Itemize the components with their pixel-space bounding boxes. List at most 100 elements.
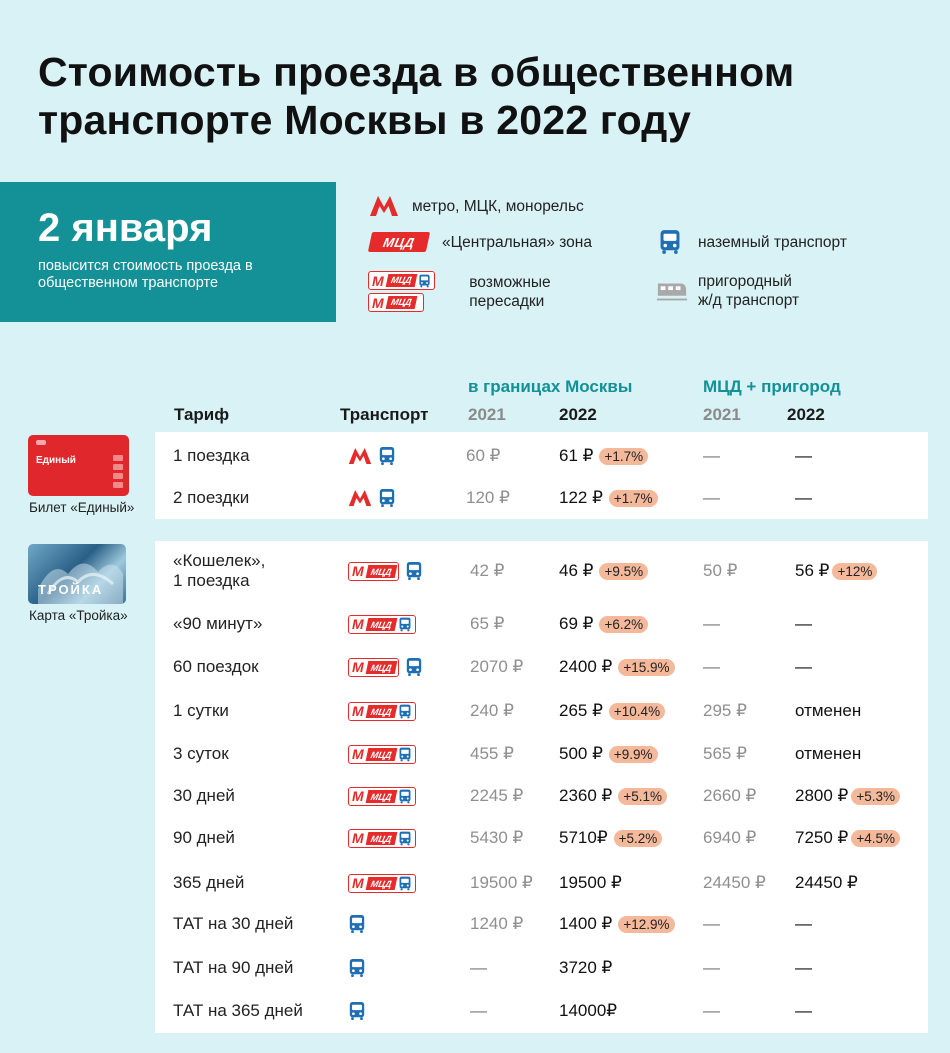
price-2022-moscow-cell: 122 ₽ +1.7% [559, 488, 658, 508]
price-2021-moscow: — [470, 1001, 487, 1020]
price-2022-mcd-cell: отменен [795, 701, 861, 721]
price-2022-mcd: — [795, 488, 812, 507]
table-row: 1 поездка 60 ₽ 61 ₽ +1.7% — — [0, 441, 950, 471]
mcd-mini-badge: МЦД [365, 564, 397, 578]
metro-icon [348, 488, 372, 508]
price-2022-mcd: — [795, 446, 812, 465]
increase-badge: +5.2% [613, 830, 663, 847]
price-2022-mcd-cell: — [795, 657, 812, 677]
card-edinyi-text: Единый [36, 455, 76, 466]
header-tariff: Тариф [174, 405, 230, 424]
price-2022-moscow-cell: 1400 ₽ +12.9% [559, 914, 675, 934]
mcd-mini-badge: МЦД [365, 704, 397, 718]
mcd-mini-badge: МЦД [365, 660, 397, 674]
price-2022-moscow: 3720 ₽ [559, 958, 613, 977]
legend-suburban-label: пригородный ж/д транспорт [698, 273, 800, 309]
transport-icons: M МЦД [348, 701, 417, 721]
mcd-mini-badge: МЦД [385, 296, 417, 309]
table-row: ТАТ на 30 дней 1240 ₽ 1400 ₽ +12.9% — — [0, 909, 950, 939]
mcd-mini-badge: МЦД [365, 831, 397, 845]
price-2021-mcd: 295 ₽ [703, 701, 747, 720]
legend-ground-label: наземный транспорт [698, 233, 847, 251]
header-moscow: в границах Москвы [468, 377, 633, 396]
table-row: 30 дней M МЦД 2245 ₽ 2360 ₽ +5.1% 2660 ₽ 2800 ₽… [0, 781, 950, 811]
price-2022-mcd: 7250 ₽ [795, 828, 849, 847]
train-icon [656, 279, 688, 303]
price-2022-moscow: 2400 ₽ [559, 657, 613, 676]
increase-badge: +5.1% [618, 788, 668, 805]
banner-date: 2 января [38, 206, 213, 250]
price-2022-moscow: 61 ₽ [559, 446, 594, 465]
transport-icons: M МЦД [348, 561, 423, 581]
bus-icon [348, 1001, 366, 1021]
card-troika-label: Карта «Тройка» [29, 608, 128, 623]
price-2021-mcd: — [703, 657, 720, 676]
transport-icons: M МЦД [348, 828, 417, 848]
combo-metro-mcd-bus-icon: M МЦД [348, 828, 417, 848]
price-2022-moscow-cell: 3720 ₽ [559, 958, 612, 978]
increase-badge: +1.7% [608, 490, 658, 507]
price-2021-mcd: — [703, 446, 720, 465]
table-row: 90 дней M МЦД 5430 ₽ 5710₽ +5.2% 6940 ₽ 7250 ₽ +… [0, 823, 950, 853]
announcement-banner: 2 января повысится стоимость проезда в о… [0, 182, 336, 322]
price-2021-moscow: 240 ₽ [470, 701, 514, 720]
price-2022-mcd: 24450 ₽ [795, 873, 858, 892]
price-2022-mcd-cell: 24450 ₽ [795, 873, 858, 893]
card-troika-image: ТРОЙКА [28, 544, 126, 604]
price-2022-moscow: 46 ₽ [559, 561, 594, 580]
price-2022-mcd: отменен [795, 701, 862, 720]
tariff-name: 60 поездок [173, 657, 259, 676]
panel-troika [155, 541, 928, 1033]
header-2021-moscow: 2021 [468, 405, 506, 424]
price-2022-mcd: — [795, 1001, 812, 1020]
bus-icon [418, 274, 431, 288]
price-2021-moscow: 1240 ₽ [470, 914, 524, 933]
mcd-mini-badge: МЦД [365, 617, 397, 631]
table-row: 1 сутки M МЦД 240 ₽ 265 ₽ +10.4% 295 ₽ отменен [0, 696, 950, 726]
increase-badge: +12.9% [618, 916, 675, 933]
metro-letter: M [352, 703, 364, 719]
price-2022-mcd-cell: — [795, 488, 812, 508]
table-row: 2 поездки 120 ₽ 122 ₽ +1.7% — — [0, 483, 950, 513]
transport-icons [348, 446, 396, 466]
bus-icon [348, 958, 366, 978]
price-2021-moscow: 455 ₽ [470, 744, 514, 763]
legend-transfers: M МЦД M МЦД возможные пересадки [368, 271, 551, 312]
transport-icons: M МЦД [348, 614, 417, 634]
price-2022-moscow-cell: 5710₽ +5.2% [559, 828, 663, 848]
price-2022-moscow-cell: 61 ₽ +1.7% [559, 446, 649, 466]
increase-badge: +9.9% [608, 746, 658, 763]
price-2021-moscow: 42 ₽ [470, 561, 505, 580]
price-2022-mcd: 56 ₽ [795, 561, 830, 580]
tariff-name: ТАТ на 30 дней [173, 914, 294, 933]
price-2022-moscow: 14000₽ [559, 1001, 618, 1020]
price-2021-mcd: — [703, 1001, 720, 1020]
increase-badge: +6.2% [599, 616, 649, 633]
price-2021-mcd: 24450 ₽ [703, 873, 766, 892]
price-2022-mcd-cell: 2800 ₽ +5.3% [795, 786, 901, 806]
price-2022-moscow-cell: 14000₽ [559, 1001, 617, 1021]
card-edinyi-image: Единый [28, 435, 129, 496]
tariff-name: 2 поездки [173, 488, 250, 507]
price-2022-moscow-cell: 69 ₽ +6.2% [559, 614, 649, 634]
price-2021-mcd: — [703, 958, 720, 977]
legend-metro-label: метро, МЦК, монорельс [412, 197, 584, 215]
price-2022-moscow: 500 ₽ [559, 744, 603, 763]
bus-icon [398, 831, 412, 846]
tariff-name: «90 минут» [173, 614, 263, 633]
increase-badge: +9.5% [599, 563, 649, 580]
price-2022-mcd-cell: — [795, 914, 812, 934]
price-2022-mcd: 2800 ₽ [795, 786, 849, 805]
header-2022-mcd: 2022 [787, 405, 825, 424]
metro-letter: M [372, 294, 384, 311]
price-2021-moscow: 120 ₽ [466, 488, 510, 507]
price-2021-mcd: 2660 ₽ [703, 786, 757, 805]
price-2021-moscow: — [470, 958, 487, 977]
combo-metro-mcd-bus-icon: M МЦД [348, 701, 417, 721]
price-2021-moscow: 2245 ₽ [470, 786, 524, 805]
table-row: ТАТ на 90 дней — 3720 ₽ — — [0, 953, 950, 983]
tariff-name: 30 дней [173, 786, 235, 805]
transport-icons [348, 958, 366, 978]
header-transport: Транспорт [340, 405, 429, 424]
panel-edinyi [155, 432, 928, 519]
